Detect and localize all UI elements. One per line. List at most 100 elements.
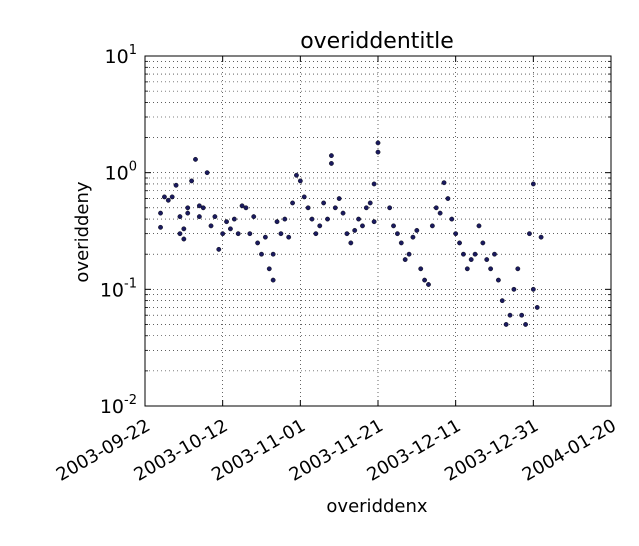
data-point xyxy=(185,205,191,211)
data-point xyxy=(247,231,253,237)
y-tick-label: 10-2 xyxy=(100,393,137,418)
data-point xyxy=(426,282,431,287)
data-point xyxy=(476,223,482,229)
y-tick-exponent: 1 xyxy=(129,43,137,58)
data-point xyxy=(270,277,276,283)
data-point xyxy=(418,266,424,272)
data-point xyxy=(228,226,233,232)
data-point xyxy=(422,277,427,283)
data-point xyxy=(527,231,532,237)
x-axis-label: overiddenx xyxy=(326,496,427,517)
data-point xyxy=(530,286,536,292)
data-point xyxy=(208,223,214,229)
data-point xyxy=(235,231,241,237)
data-point xyxy=(371,181,377,187)
data-point xyxy=(480,240,486,246)
data-point xyxy=(538,234,544,240)
data-point xyxy=(395,231,400,237)
data-point xyxy=(177,214,183,220)
data-point xyxy=(363,205,369,211)
data-point xyxy=(414,227,420,233)
y-tick-exponent: 0 xyxy=(129,160,137,175)
data-point xyxy=(196,203,202,209)
data-point xyxy=(212,214,218,220)
data-point xyxy=(375,140,381,146)
data-point xyxy=(181,236,187,242)
data-point xyxy=(530,181,536,187)
data-point xyxy=(301,194,307,200)
data-point xyxy=(165,197,171,203)
y-tick-base: 10 xyxy=(100,279,124,301)
data-point xyxy=(492,251,497,257)
data-point xyxy=(457,240,462,246)
data-point xyxy=(433,205,439,211)
data-point xyxy=(410,234,416,240)
data-point xyxy=(270,251,276,257)
data-point xyxy=(251,214,257,220)
data-point xyxy=(429,223,435,229)
data-point xyxy=(169,194,175,200)
data-point xyxy=(344,231,350,237)
data-point xyxy=(255,240,261,246)
data-point xyxy=(297,178,303,184)
data-points xyxy=(158,140,544,327)
data-point xyxy=(367,200,373,206)
data-point xyxy=(181,226,187,232)
data-point xyxy=(402,257,408,262)
y-tick-base: 10 xyxy=(105,46,129,68)
data-point xyxy=(309,216,315,222)
data-point xyxy=(262,234,268,240)
data-point xyxy=(158,210,163,216)
data-point xyxy=(216,246,222,252)
data-point xyxy=(294,172,299,178)
data-point xyxy=(519,312,525,318)
data-point xyxy=(472,251,478,257)
data-point xyxy=(449,216,455,222)
data-point xyxy=(282,216,288,222)
grid xyxy=(144,56,612,407)
data-point xyxy=(286,234,292,240)
data-point xyxy=(177,231,183,237)
data-point xyxy=(391,223,396,229)
y-tick-base: 10 xyxy=(100,396,124,418)
y-tick-label: 101 xyxy=(105,43,137,68)
data-point xyxy=(523,322,528,327)
data-point xyxy=(243,205,249,211)
data-point xyxy=(348,240,354,246)
data-point xyxy=(340,210,346,216)
data-point xyxy=(352,227,358,233)
data-point xyxy=(239,203,245,209)
data-point xyxy=(499,298,505,304)
data-point xyxy=(507,312,513,318)
data-point xyxy=(464,266,470,272)
data-point xyxy=(328,153,334,159)
data-point xyxy=(158,224,163,230)
data-point xyxy=(332,205,338,211)
data-point xyxy=(173,182,179,188)
data-point xyxy=(375,149,381,155)
data-point xyxy=(495,277,501,283)
data-point xyxy=(371,219,377,225)
data-point xyxy=(193,156,198,162)
data-point xyxy=(305,205,311,211)
data-point xyxy=(231,216,237,222)
data-point xyxy=(398,240,404,246)
y-tick-label: 10-1 xyxy=(100,276,137,301)
data-point xyxy=(360,223,365,229)
data-point xyxy=(259,251,264,257)
data-point xyxy=(503,322,509,327)
data-point xyxy=(484,257,490,262)
data-point xyxy=(488,266,494,272)
data-point xyxy=(511,286,517,292)
data-point xyxy=(321,200,327,206)
y-tick-exponent: -1 xyxy=(124,276,137,291)
data-point xyxy=(453,231,459,237)
axis-ticks xyxy=(144,55,612,407)
data-point xyxy=(336,196,342,201)
data-point xyxy=(356,216,361,222)
data-point xyxy=(313,231,319,237)
data-point xyxy=(461,251,466,257)
data-point xyxy=(387,205,393,211)
